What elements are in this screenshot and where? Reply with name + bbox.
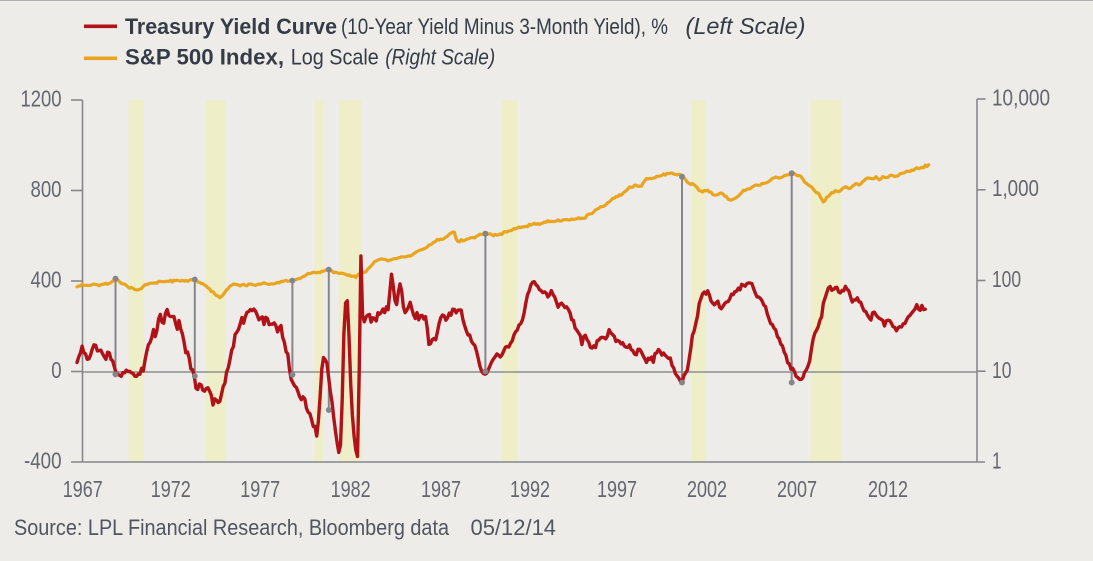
- svg-text:S&P 500 Index,Log Scale(Right: S&P 500 Index, Log Scale (Right Scale): [125, 45, 495, 70]
- svg-text:1992: 1992: [510, 476, 550, 502]
- svg-text:1977: 1977: [240, 476, 280, 502]
- svg-text:-400: -400: [24, 448, 62, 474]
- svg-text:1200: 1200: [21, 86, 62, 112]
- svg-text:1967: 1967: [63, 476, 103, 502]
- svg-text:2007: 2007: [777, 476, 817, 502]
- svg-text:1972: 1972: [151, 476, 191, 502]
- svg-text:0: 0: [51, 357, 61, 383]
- svg-text:2002: 2002: [687, 476, 727, 502]
- svg-text:10,000: 10,000: [992, 85, 1050, 111]
- svg-text:10: 10: [992, 357, 1012, 383]
- svg-text:800: 800: [31, 176, 62, 202]
- svg-text:100: 100: [992, 266, 1021, 292]
- svg-text:1997: 1997: [597, 476, 637, 502]
- svg-text:1: 1: [992, 448, 1002, 474]
- svg-text:Treasury Yield Curve(10-Year Y: Treasury Yield Curve (10-Year Yield Minus…: [125, 13, 806, 39]
- svg-text:2012: 2012: [868, 476, 908, 502]
- svg-text:1987: 1987: [421, 476, 461, 502]
- svg-text:400: 400: [31, 267, 62, 293]
- svg-text:1,000: 1,000: [992, 175, 1039, 201]
- svg-text:Source: LPL Financial Research: Source: LPL Financial Research, Bloomber…: [14, 515, 450, 540]
- svg-text:05/12/14: 05/12/14: [471, 515, 557, 540]
- svg-text:1982: 1982: [331, 476, 371, 502]
